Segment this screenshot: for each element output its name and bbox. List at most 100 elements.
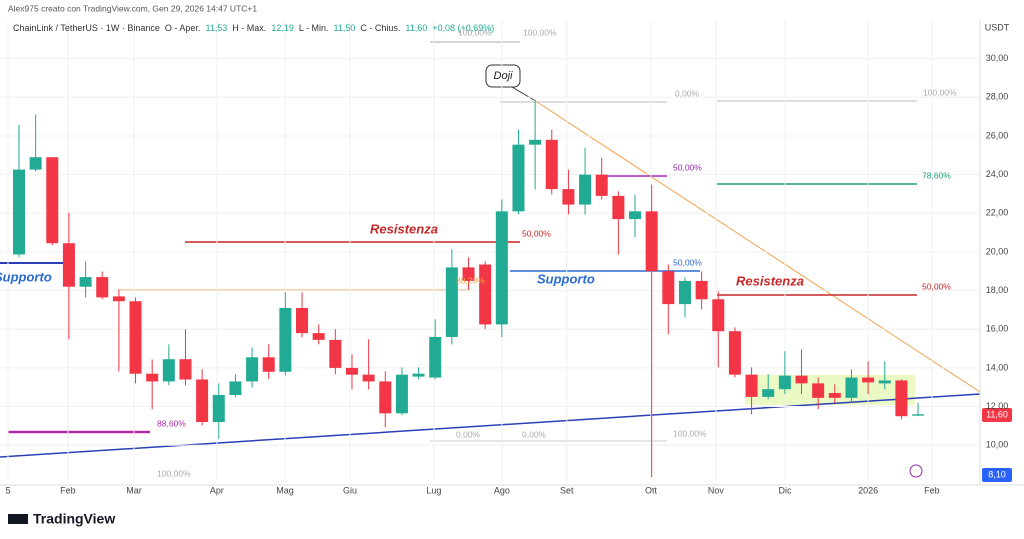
candle-body	[279, 307, 292, 372]
fib-label: 78,60%	[922, 170, 951, 180]
candle-body	[96, 277, 109, 298]
x-tick-label: Lug	[426, 485, 441, 495]
candle-body	[196, 379, 209, 423]
event-icon[interactable]	[909, 464, 923, 478]
fib-label: 50,00%	[522, 228, 551, 238]
fib-label: 100,00%	[673, 428, 707, 438]
y-tick-label: 20,00	[986, 246, 1009, 256]
y-tick-label: 18,00	[986, 285, 1009, 295]
x-tick-label: Ago	[494, 485, 510, 495]
candle-body	[562, 189, 575, 205]
candle-body	[179, 359, 192, 380]
x-tick-label: 2026	[858, 485, 878, 495]
candle-body	[445, 267, 458, 337]
candle-body	[12, 169, 25, 255]
y-tick-label: 24,00	[986, 169, 1009, 179]
annotation: Resistenza	[370, 221, 438, 236]
candle-body	[379, 381, 392, 414]
trend-line	[0, 393, 981, 458]
plot-area	[0, 20, 980, 480]
candle-body	[579, 174, 592, 205]
trend-line	[533, 99, 981, 393]
candle-body	[728, 331, 741, 375]
y-tick-label: 26,00	[986, 130, 1009, 140]
axis-unit: USDT	[985, 22, 1010, 32]
annotation: Supporto	[0, 269, 52, 284]
candle-body	[595, 174, 608, 196]
ohlc-label: O - Aper.	[165, 23, 201, 33]
fib-label: 88,60%	[157, 418, 186, 428]
ohlc-label: C - Chius.	[360, 23, 400, 33]
fib-label: 38,20%	[456, 275, 485, 285]
candle-body	[229, 381, 242, 395]
price-tag-label: 11,60	[986, 409, 1008, 419]
fib-label: 0,00%	[456, 429, 481, 439]
ohlc-value: 11,50	[334, 23, 356, 33]
x-tick-label: Feb	[60, 485, 76, 495]
x-tick-label: Giu	[343, 485, 357, 495]
price-tag	[982, 408, 1012, 422]
candle-body	[495, 211, 508, 325]
ohlc-value: 11,53	[205, 23, 227, 33]
y-tick-label: 16,00	[986, 324, 1009, 334]
x-tick-label: Dic	[779, 485, 792, 495]
candle-body	[712, 299, 725, 332]
x-tick-label: Feb	[924, 485, 940, 495]
candle-body	[246, 357, 259, 382]
candle-body	[329, 339, 342, 368]
callout-box	[485, 64, 521, 88]
callout-pointer	[511, 86, 535, 101]
fib-label: 50,00%	[922, 281, 951, 291]
fib-label: 50,00%	[673, 257, 702, 267]
candle-body	[212, 394, 225, 423]
candle-body	[629, 211, 642, 220]
fib-label: 50,00%	[673, 162, 702, 172]
candle-body	[695, 280, 708, 300]
fib-label: 100,00%	[523, 27, 557, 37]
ohlc-value: 11,60	[405, 23, 427, 33]
candle-body	[529, 139, 542, 145]
candle-body	[112, 296, 125, 302]
y-tick-label: 22,00	[986, 208, 1009, 218]
y-tick-label: 30,00	[986, 53, 1009, 63]
ohlc-value: 12,19	[271, 23, 294, 33]
x-tick-label: Nov	[708, 485, 725, 495]
candle-body	[678, 280, 691, 305]
annotation: Doji	[494, 70, 514, 82]
fib-label: 100,00%	[458, 27, 492, 37]
fib-label: 0,00%	[675, 88, 700, 98]
candle-body	[312, 333, 325, 340]
candle-body	[146, 373, 159, 382]
candle-body	[762, 389, 775, 397]
y-tick-label: 12,00	[986, 401, 1009, 411]
candle-body	[845, 377, 858, 398]
candle-body	[795, 375, 808, 384]
brand-logo	[8, 514, 28, 524]
fib-label: 100,00%	[157, 468, 191, 478]
y-tick-label: 10,00	[986, 440, 1009, 450]
change: +0,08 (+0,69%)	[432, 23, 494, 33]
fib-label: 100,00%	[923, 87, 957, 97]
candle-body	[895, 380, 908, 417]
candle-body	[662, 271, 675, 305]
candle-body	[345, 367, 358, 375]
x-tick-label: 5	[5, 485, 10, 495]
ohlc-label: L - Min.	[299, 23, 329, 33]
candle-body	[778, 375, 791, 390]
x-tick-label: Apr	[210, 485, 224, 495]
candle-body	[912, 414, 925, 416]
x-tick-label: Mag	[276, 485, 294, 495]
candle-body	[296, 307, 309, 334]
candle-body	[862, 377, 875, 383]
candle-body	[462, 267, 475, 281]
candle-body	[429, 336, 442, 378]
y-tick-label: 14,00	[986, 362, 1009, 372]
candle-body	[645, 211, 658, 272]
x-tick-label: Mar	[126, 485, 142, 495]
candle-body	[362, 374, 375, 382]
fib-label: 0,00%	[522, 429, 547, 439]
x-tick-label: Set	[560, 485, 574, 495]
candle-body	[612, 195, 625, 220]
symbol-line: ChainLink / TetherUS · 1W · Binance O - A…	[13, 23, 494, 33]
